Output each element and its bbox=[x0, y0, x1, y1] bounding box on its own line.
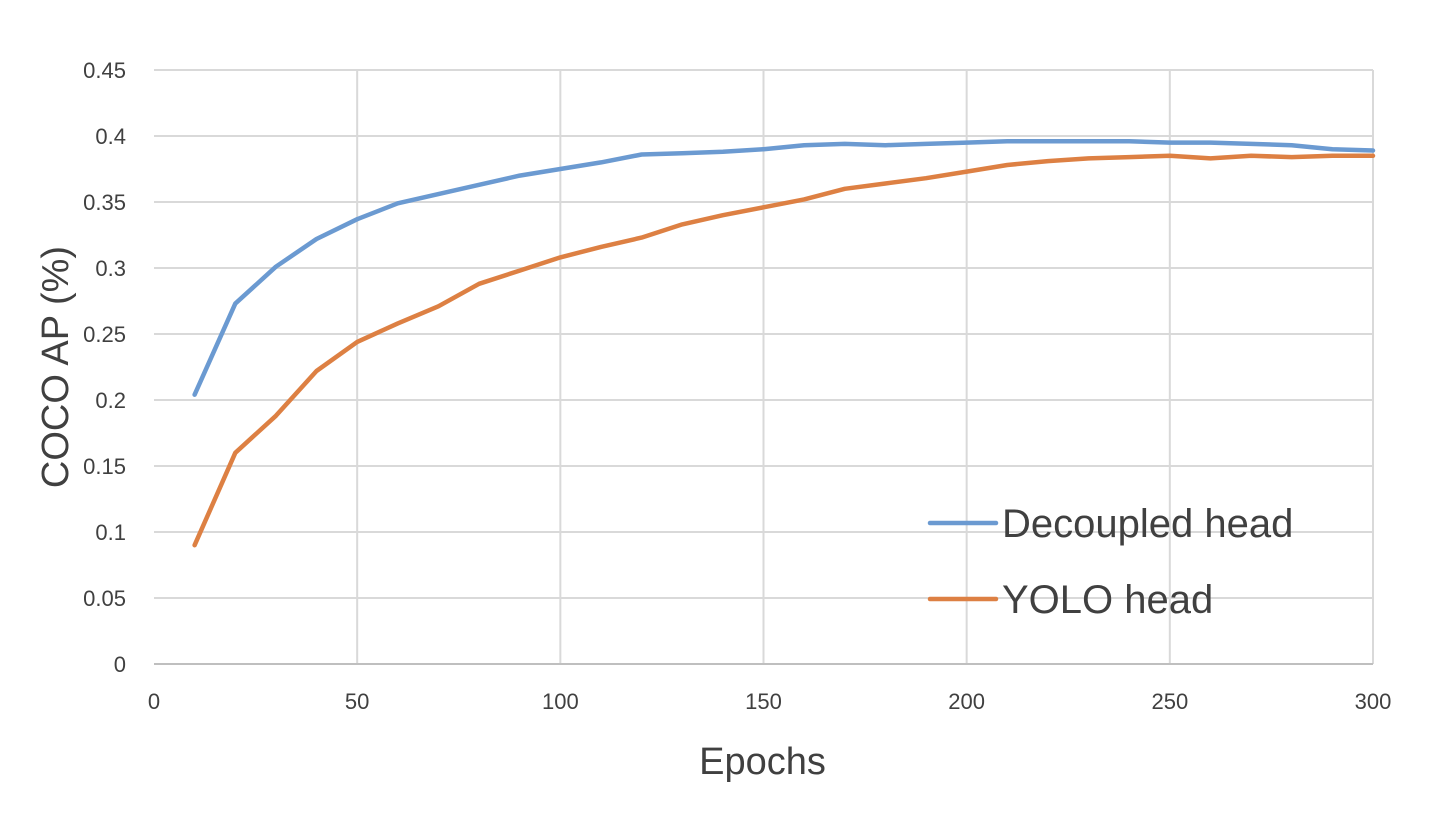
legend: Decoupled head YOLO head bbox=[927, 502, 1293, 622]
x-axis-title: Epochs bbox=[699, 741, 826, 783]
x-tick-label: 50 bbox=[345, 689, 369, 714]
y-tick-label: 0.15 bbox=[83, 454, 126, 479]
x-tick-labels: 0 50 100 150 200 250 300 bbox=[148, 689, 1391, 714]
y-tick-label: 0.05 bbox=[83, 586, 126, 611]
y-tick-label: 0.1 bbox=[95, 520, 126, 545]
x-tick-label: 0 bbox=[148, 689, 160, 714]
y-tick-label: 0.2 bbox=[95, 388, 126, 413]
series-lines bbox=[192, 139, 1376, 548]
series-line-decoupled-head bbox=[192, 139, 1376, 397]
x-tick-label: 100 bbox=[542, 689, 579, 714]
y-tick-labels: 0 0.05 0.1 0.15 0.2 0.25 0.3 0.35 0.4 0.45 bbox=[83, 58, 126, 677]
y-tick-label: 0.3 bbox=[95, 256, 126, 281]
y-tick-label: 0 bbox=[114, 652, 126, 677]
y-axis-title: COCO AP (%) bbox=[35, 246, 77, 488]
x-tick-label: 150 bbox=[745, 689, 782, 714]
y-tick-label: 0.45 bbox=[83, 58, 126, 83]
y-tick-label: 0.4 bbox=[95, 124, 126, 149]
x-tick-label: 300 bbox=[1355, 689, 1392, 714]
y-tick-label: 0.35 bbox=[83, 190, 126, 215]
series-line-yolo-head bbox=[192, 153, 1376, 548]
legend-label: YOLO head bbox=[1002, 578, 1213, 622]
legend-label: Decoupled head bbox=[1002, 502, 1293, 546]
y-tick-label: 0.25 bbox=[83, 322, 126, 347]
x-tick-label: 250 bbox=[1151, 689, 1188, 714]
x-tick-label: 200 bbox=[948, 689, 985, 714]
horizontal-gridlines bbox=[154, 69, 1373, 599]
